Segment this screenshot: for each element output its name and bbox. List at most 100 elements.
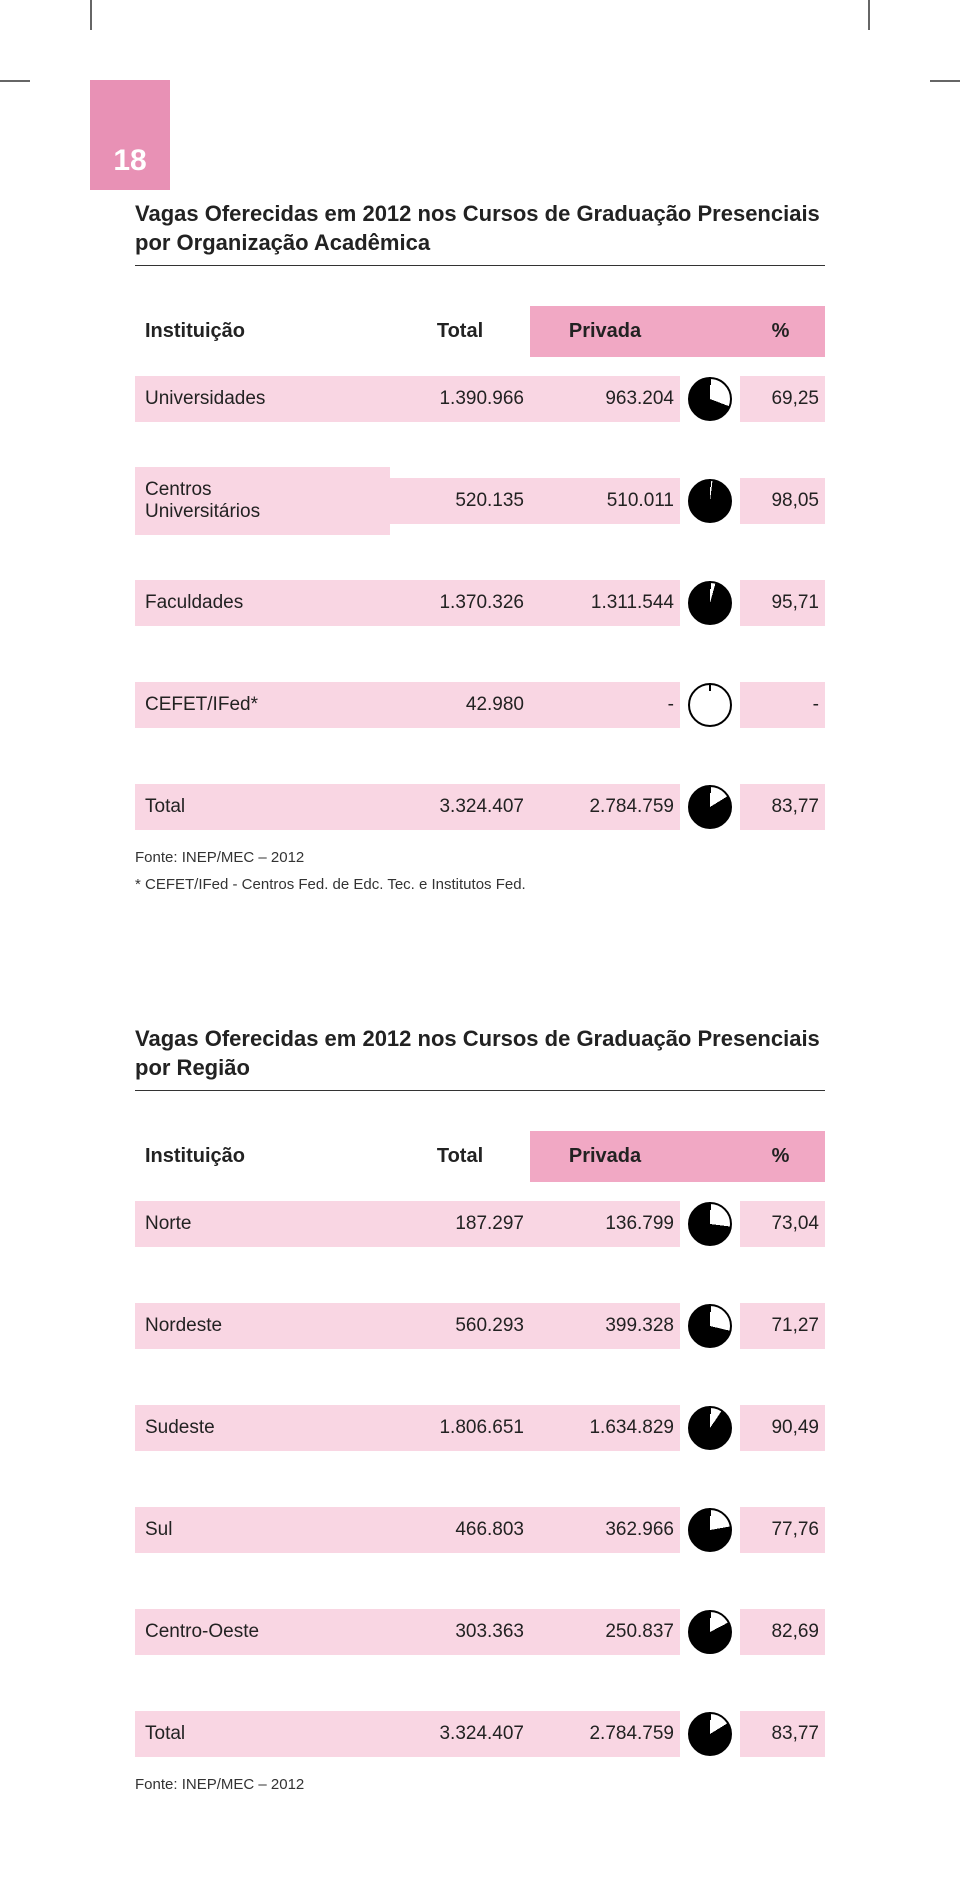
pie-icon <box>688 377 732 421</box>
col-header-pie <box>680 306 740 357</box>
row-label: Centro-Oeste <box>135 1609 390 1655</box>
row-label: Faculdades <box>135 580 390 626</box>
pie-icon <box>688 785 732 829</box>
row-label: CEFET/IFed* <box>135 682 390 728</box>
row-pct: 90,49 <box>740 1405 825 1451</box>
row-pie-cell <box>680 1610 740 1654</box>
col-header-pct: % <box>740 1131 825 1182</box>
section2-footnote-source: Fonte: INEP/MEC – 2012 <box>135 1774 825 1795</box>
page-number: 18 <box>113 144 146 178</box>
row-label: Total <box>135 1711 390 1757</box>
crop-mark <box>90 0 92 30</box>
pie-icon <box>688 1202 732 1246</box>
row-privada: 136.799 <box>530 1201 680 1247</box>
col-header-pct: % <box>740 306 825 357</box>
row-label: Total <box>135 784 390 830</box>
col-header-total: Total <box>390 1133 530 1180</box>
row-privada: 399.328 <box>530 1303 680 1349</box>
row-total: 1.806.651 <box>390 1405 530 1451</box>
table-row: Sudeste1.806.6511.634.829 90,49 <box>135 1394 825 1462</box>
row-pct: 69,25 <box>740 376 825 422</box>
row-label: Sul <box>135 1507 390 1553</box>
pie-icon <box>688 1406 732 1450</box>
row-total: 1.370.326 <box>390 580 530 626</box>
row-pie-cell <box>680 683 740 727</box>
row-privada: 250.837 <box>530 1609 680 1655</box>
row-pie-cell <box>680 377 740 421</box>
row-pie-cell <box>680 1202 740 1246</box>
row-privada: 1.311.544 <box>530 580 680 626</box>
row-privada: 2.784.759 <box>530 784 680 830</box>
table-row: Total3.324.4072.784.759 83,77 <box>135 773 825 841</box>
table-row: Faculdades1.370.3261.311.544 95,71 <box>135 569 825 637</box>
pie-icon <box>688 1508 732 1552</box>
row-total: 187.297 <box>390 1201 530 1247</box>
row-pct: 73,04 <box>740 1201 825 1247</box>
row-label: Nordeste <box>135 1303 390 1349</box>
row-privada: 963.204 <box>530 376 680 422</box>
table-row: Universidades1.390.966963.204 69,25 <box>135 365 825 433</box>
row-pct: 95,71 <box>740 580 825 626</box>
row-pie-cell <box>680 1712 740 1756</box>
pie-icon <box>688 1712 732 1756</box>
row-privada: 2.784.759 <box>530 1711 680 1757</box>
col-header-privada: Privada <box>530 306 680 357</box>
row-total: 3.324.407 <box>390 1711 530 1757</box>
row-total: 560.293 <box>390 1303 530 1349</box>
pie-icon <box>688 1304 732 1348</box>
row-total: 1.390.966 <box>390 376 530 422</box>
section1-title: Vagas Oferecidas em 2012 nos Cursos de G… <box>135 200 825 266</box>
row-pie-cell <box>680 785 740 829</box>
row-privada: - <box>530 682 680 728</box>
row-pct: 82,69 <box>740 1609 825 1655</box>
section1-footnote-source: Fonte: INEP/MEC – 2012 <box>135 847 825 868</box>
row-label: Universidades <box>135 376 390 422</box>
row-label: Sudeste <box>135 1405 390 1451</box>
col-header-privada: Privada <box>530 1131 680 1182</box>
pie-icon <box>688 1610 732 1654</box>
row-privada: 1.634.829 <box>530 1405 680 1451</box>
page-content: Vagas Oferecidas em 2012 nos Cursos de G… <box>135 200 825 1795</box>
section2-title: Vagas Oferecidas em 2012 nos Cursos de G… <box>135 1025 825 1091</box>
pie-icon <box>688 479 732 523</box>
row-privada: 362.966 <box>530 1507 680 1553</box>
row-pie-cell <box>680 1304 740 1348</box>
table-row: Sul466.803362.96677,76 <box>135 1496 825 1564</box>
pie-icon <box>688 683 732 727</box>
table-row: Centro-Oeste303.363250.837 82,69 <box>135 1598 825 1666</box>
col-header-label: Instituição <box>135 308 390 355</box>
row-label: Norte <box>135 1201 390 1247</box>
row-total: 3.324.407 <box>390 784 530 830</box>
page-number-tab: 18 <box>90 80 170 190</box>
table1: Instituição Total Privada % Universidade… <box>135 306 825 841</box>
crop-mark <box>930 80 960 82</box>
table-row: CEFET/IFed*42.980-- <box>135 671 825 739</box>
crop-mark <box>0 80 30 82</box>
row-total: 520.135 <box>390 478 530 524</box>
row-pct: 77,76 <box>740 1507 825 1553</box>
row-pct: 83,77 <box>740 1711 825 1757</box>
table-row: Nordeste560.293399.328 71,27 <box>135 1292 825 1360</box>
table-row: CentrosUniversitários520.135510.011 98,05 <box>135 467 825 535</box>
table-row: Norte187.297136.799 73,04 <box>135 1190 825 1258</box>
col-header-label: Instituição <box>135 1133 390 1180</box>
col-header-total: Total <box>390 308 530 355</box>
row-pie-cell <box>680 581 740 625</box>
row-pct: 71,27 <box>740 1303 825 1349</box>
table-row: Total3.324.4072.784.759 83,77 <box>135 1700 825 1768</box>
row-privada: 510.011 <box>530 478 680 524</box>
row-pct: - <box>740 682 825 728</box>
table2-header-row: Instituição Total Privada % <box>135 1131 825 1182</box>
row-pie-cell <box>680 479 740 523</box>
table2: Instituição Total Privada % Norte187.297… <box>135 1131 825 1768</box>
row-pct: 98,05 <box>740 478 825 524</box>
row-label: CentrosUniversitários <box>135 467 390 535</box>
row-total: 303.363 <box>390 1609 530 1655</box>
row-total: 42.980 <box>390 682 530 728</box>
table1-header-row: Instituição Total Privada % <box>135 306 825 357</box>
pie-icon <box>688 581 732 625</box>
crop-mark <box>868 0 870 30</box>
row-pct: 83,77 <box>740 784 825 830</box>
col-header-pie <box>680 1131 740 1182</box>
row-pie-cell <box>680 1508 740 1552</box>
